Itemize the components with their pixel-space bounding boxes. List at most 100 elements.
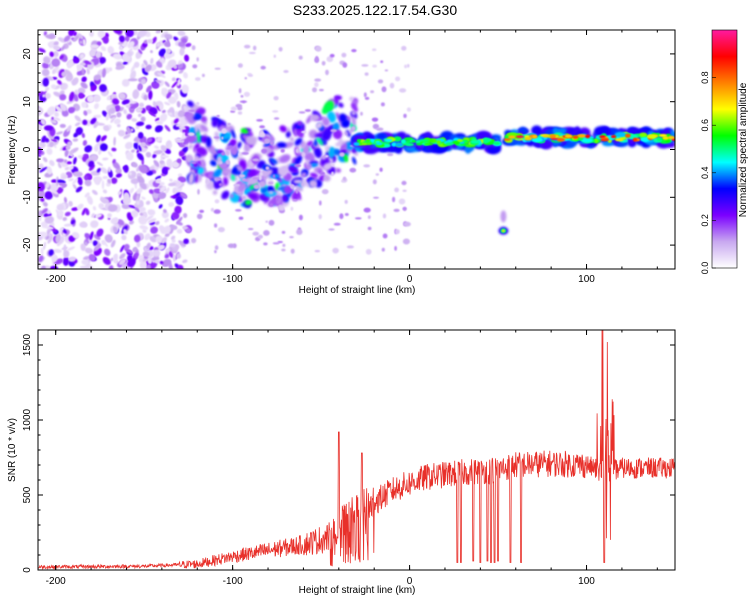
heatmap-cell — [260, 65, 266, 70]
heatmap-cell — [295, 148, 300, 154]
heatmap-cell — [49, 51, 54, 58]
heatmap-cell — [137, 131, 144, 139]
heatmap-cell — [40, 247, 44, 256]
heatmap-cell — [454, 141, 460, 145]
heatmap-cell — [158, 204, 163, 209]
heatmap-cell — [161, 173, 166, 177]
heatmap-cell — [301, 152, 306, 157]
heatmap-cell — [130, 178, 139, 185]
heatmap-cell — [339, 152, 345, 157]
heatmap-cell — [187, 144, 194, 149]
heatmap-cell — [247, 192, 258, 200]
heatmap-cell — [363, 207, 371, 213]
heatmap-cell — [181, 131, 186, 139]
heatmap-cell — [72, 138, 79, 142]
heatmap-cell — [227, 122, 231, 126]
heatmap-cell — [133, 61, 140, 68]
heatmap-cell — [128, 220, 135, 225]
heatmap-cell — [214, 199, 220, 204]
heatmap-cell — [42, 94, 46, 98]
heatmap-cell — [64, 69, 73, 77]
heatmap-cell — [214, 250, 217, 254]
heatmap-cell — [268, 190, 274, 195]
heatmap-cell — [42, 62, 49, 69]
heatmap-cell — [389, 82, 395, 89]
heatmap-cell — [406, 107, 411, 112]
heatmap-cell — [67, 106, 76, 114]
heatmap-cell — [159, 185, 167, 193]
heatmap-cell — [195, 77, 201, 81]
heatmap-cell — [74, 122, 81, 127]
heatmap-cell — [331, 171, 334, 177]
heatmap-cell — [93, 234, 101, 241]
heatmap-cell — [402, 189, 407, 192]
heatmap-cell — [341, 52, 347, 58]
heatmap-cell — [148, 111, 157, 117]
heatmap-cell — [235, 103, 243, 109]
heatmap-cell — [344, 199, 348, 204]
heatmap-cell — [275, 196, 279, 201]
heatmap-cell — [155, 30, 163, 34]
heatmap-cell — [377, 79, 384, 84]
heatmap-cell — [46, 210, 51, 215]
heatmap-cell — [161, 236, 167, 244]
heatmap-cell — [112, 53, 123, 60]
heatmap-cell — [205, 136, 212, 148]
heatmap-cell — [156, 105, 161, 112]
heatmap-cell — [59, 55, 64, 60]
snr-panel: -200 -100 0 100 0 500 1000 1500 Height of stra… — [7, 329, 676, 596]
heatmap-cell — [117, 191, 122, 195]
heatmap-cell — [68, 200, 73, 207]
heatmap-cell — [91, 213, 95, 218]
heatmap-cell — [190, 161, 197, 164]
heatmap-cell — [96, 167, 101, 173]
heatmap-cell — [126, 126, 132, 135]
heatmap-cell — [99, 84, 107, 92]
heatmap-cell — [84, 145, 93, 153]
heatmap-cell — [391, 142, 397, 147]
heatmap-cell — [171, 81, 178, 88]
heatmap-cell — [55, 131, 64, 135]
heatmap-cell — [195, 107, 206, 115]
heatmap-cell — [99, 143, 108, 152]
heatmap-cell — [244, 77, 247, 80]
heatmap-cell — [100, 45, 106, 52]
heatmap-cell — [56, 68, 63, 74]
heatmap-cell — [56, 158, 64, 163]
heatmap-cell — [217, 227, 225, 233]
heatmap-cell — [238, 216, 244, 220]
heatmap-cell — [242, 195, 247, 200]
heatmap-cell — [164, 253, 170, 259]
heatmap-cell — [489, 141, 495, 145]
y-tick-label: -20 — [22, 237, 33, 252]
snr-y-axis: 0 500 1000 1500 — [22, 329, 675, 573]
heatmap-cell — [315, 121, 323, 129]
heatmap-cell — [75, 186, 83, 193]
heatmap-cell — [594, 138, 599, 144]
heatmap-cell — [141, 196, 146, 200]
heatmap-cell — [493, 141, 501, 146]
heatmap-cell — [137, 30, 147, 38]
heatmap-cell — [93, 103, 100, 110]
y-tick-label: 10 — [22, 96, 33, 108]
heatmap-cell — [54, 111, 59, 117]
heatmap-cell — [403, 113, 407, 118]
heatmap-cell — [48, 249, 54, 256]
heatmap-cell — [366, 142, 372, 146]
heatmap-cell — [339, 213, 344, 220]
heatmap-cell — [231, 129, 236, 140]
heatmap-cell — [402, 238, 410, 245]
heatmap-cell — [68, 178, 74, 182]
heatmap-cell — [285, 131, 291, 138]
heatmap-cell — [77, 87, 86, 95]
heatmap-cell — [600, 138, 610, 142]
heatmap-cell — [248, 51, 256, 55]
heatmap-y-axis: -20 -10 0 10 20 — [22, 34, 675, 265]
heatmap-cell — [290, 206, 294, 211]
heatmap-cell — [79, 53, 85, 59]
heatmap-cell — [293, 128, 298, 137]
heatmap-cell — [46, 147, 53, 155]
heatmap-cell — [79, 265, 90, 269]
heatmap-cell — [64, 166, 70, 171]
heatmap-cell — [107, 178, 112, 184]
